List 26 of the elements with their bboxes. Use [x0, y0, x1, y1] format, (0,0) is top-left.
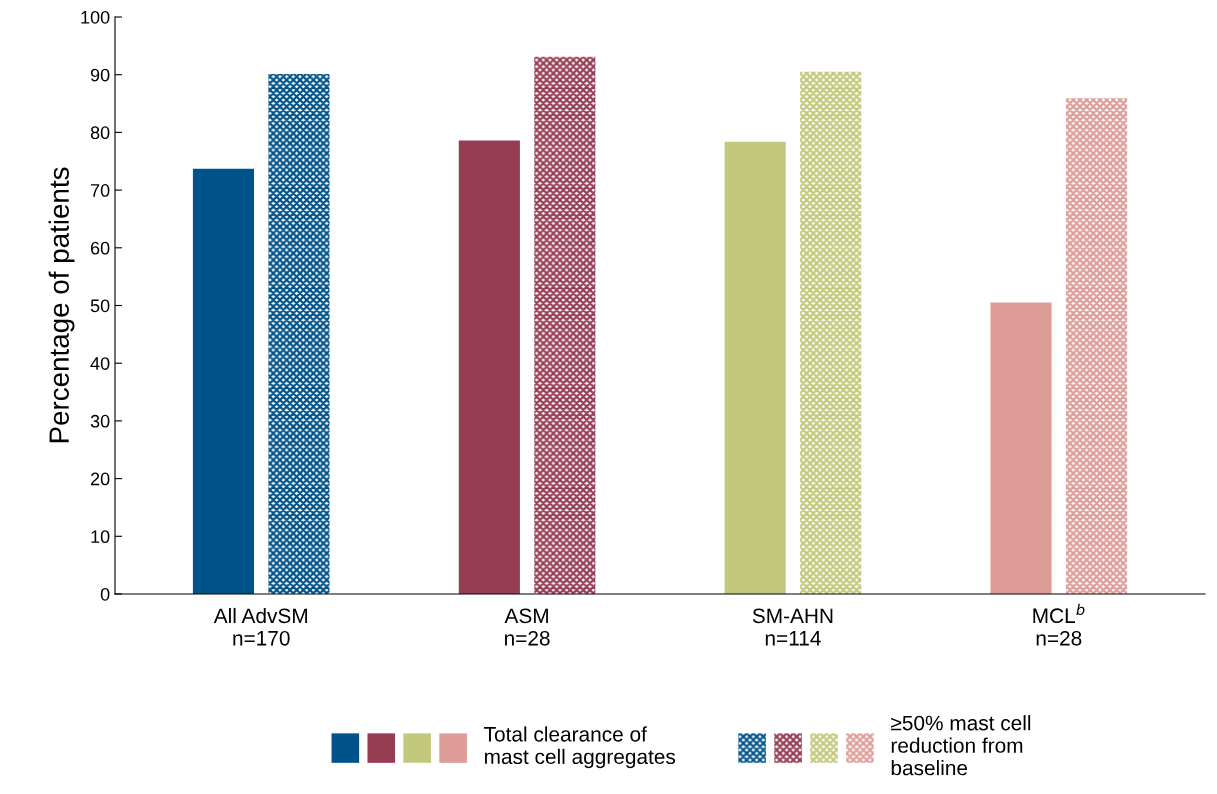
y-tick-label: 60: [90, 241, 110, 255]
bar: [724, 141, 786, 594]
y-tick-label: 10: [91, 530, 110, 544]
x-tick-label: MCL$^{b}$ n=28: [1033, 603, 1085, 646]
y-tick-label: 80: [90, 126, 110, 140]
y-tick-label: 70: [90, 184, 110, 197]
y-tick-label: 90: [90, 68, 110, 82]
y-tick-label: 30: [90, 414, 110, 428]
y-tick-label: 40: [90, 357, 110, 370]
legend-label: ≥50% mast cell reduction from baseline: [891, 715, 1031, 776]
y-axis-title: Percentage of patients: [48, 167, 75, 443]
bar: [192, 168, 255, 594]
x-tick-label: ASM n=28: [504, 608, 550, 646]
y-tick-label: 20: [90, 472, 110, 486]
bar: [268, 74, 330, 594]
y-tick-label: 0: [100, 587, 110, 601]
bar: [458, 140, 520, 594]
bar: [1065, 98, 1128, 594]
bar: [800, 71, 862, 594]
y-tick-label: 100: [81, 10, 110, 24]
legend-label: Total clearance of mast cell aggregates: [484, 726, 676, 769]
y-tick-label: 50: [90, 299, 110, 313]
x-tick-label: All AdvSM n=170: [213, 607, 307, 646]
x-tick-label: SM-AHN n=114: [752, 608, 833, 646]
bar: [990, 302, 1052, 594]
bar: [534, 56, 596, 594]
